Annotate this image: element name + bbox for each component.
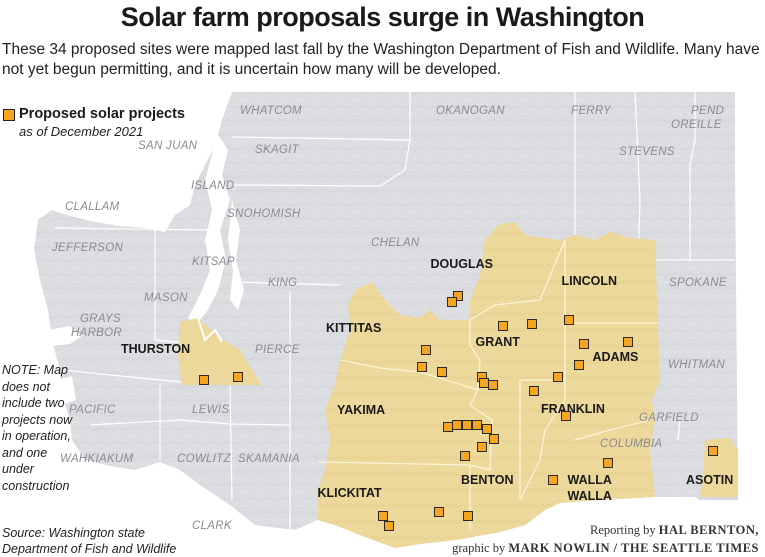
solar-site-marker-icon [472, 420, 482, 430]
legend-title: Proposed solar projects [19, 106, 185, 122]
county-label: SKAMANIA [238, 453, 300, 465]
county-label-highlighted: KITTITAS [326, 321, 382, 335]
solar-site-marker-icon [378, 511, 388, 521]
county-label: PACIFIC [69, 404, 116, 416]
solar-site-marker-icon [463, 511, 473, 521]
solar-site-marker-icon [564, 315, 574, 325]
county-label: ISLAND [191, 180, 235, 192]
county-label: SAN JUAN [138, 140, 198, 152]
highlighted-region-thurston [178, 317, 262, 385]
county-label: SPOKANE [669, 277, 727, 289]
source-credit: Source: Washington state Department of F… [2, 526, 176, 557]
county-label: CLALLAM [65, 201, 120, 213]
county-label-highlighted: DOUGLAS [430, 257, 494, 271]
county-label: SKAGIT [255, 144, 299, 156]
county-label: WAHKIAKUM [60, 453, 134, 465]
reporting-prefix: Reporting by [590, 523, 656, 537]
county-label: KING [268, 277, 298, 289]
solar-site-marker-icon [574, 360, 584, 370]
solar-site-marker-icon [434, 507, 444, 517]
county-label: COLUMBIA [600, 438, 663, 450]
solar-site-marker-icon [498, 321, 508, 331]
county-label-highlighted: KLICKITAT [317, 486, 382, 500]
county-label: KITSAP [192, 256, 235, 268]
county-label-highlighted: BENTON [461, 473, 514, 487]
reporter-name: HAL BERNTON, [658, 523, 759, 537]
county-label: PIERCE [255, 344, 300, 356]
highlighted-region-asotin [700, 438, 738, 497]
county-label: WHATCOM [240, 105, 302, 117]
graphic-artist: MARK NOWLIN / THE SEATTLE TIMES [508, 541, 759, 555]
county-label: HARBOR [71, 327, 123, 339]
county-label: GRAYS [80, 313, 121, 325]
solar-site-marker-icon [603, 458, 613, 468]
county-label: STEVENS [619, 146, 675, 158]
solar-site-marker-icon [421, 345, 431, 355]
county-label-highlighted: LINCOLN [561, 274, 618, 288]
county-label: WHITMAN [668, 359, 726, 371]
solar-site-marker-icon [384, 521, 394, 531]
solar-site-marker-icon [453, 291, 463, 301]
solar-site-marker-icon [579, 339, 589, 349]
solar-site-marker-icon [527, 319, 537, 329]
solar-site-marker-icon [708, 446, 718, 456]
solar-site-marker-icon [460, 451, 470, 461]
solar-site-marker-icon [452, 420, 462, 430]
county-label: SNOHOMISH [227, 208, 301, 220]
solar-site-marker-icon [417, 362, 427, 372]
solar-site-marker-icon [623, 337, 633, 347]
solar-site-marker-icon [488, 380, 498, 390]
county-label-highlighted: WALLA [567, 489, 612, 503]
solar-site-marker-icon [233, 372, 243, 382]
county-label-highlighted: YAKIMA [337, 403, 386, 417]
county-label: OKANOGAN [436, 105, 505, 117]
solar-site-marker-icon [489, 434, 499, 444]
county-label: CLARK [192, 520, 232, 532]
map-title: Solar farm proposals surge in Washington [120, 2, 645, 32]
graphic-prefix: graphic by [452, 541, 506, 555]
solar-site-marker-icon [462, 420, 472, 430]
county-label-highlighted: ASOTIN [686, 473, 734, 487]
county-label: CHELAN [371, 237, 420, 249]
solar-site-marker-icon [548, 475, 558, 485]
solar-site-marker-icon [477, 442, 487, 452]
solar-site-marker-icon [561, 411, 571, 421]
county-label-highlighted: ADAMS [592, 350, 639, 364]
county-label-highlighted: WALLA [567, 473, 612, 487]
legend-subtitle: as of December 2021 [19, 124, 144, 139]
county-label: MASON [144, 292, 188, 304]
county-label-highlighted: THURSTON [121, 342, 191, 356]
solar-site-marker-icon [437, 367, 447, 377]
county-label: COWLITZ [177, 453, 231, 465]
county-label-highlighted: GRANT [475, 335, 520, 349]
solar-site-marker-icon [3, 109, 15, 121]
county-label: GARFIELD [639, 412, 699, 424]
county-label-highlighted: FRANKLIN [541, 402, 605, 416]
solar-site-marker-icon [553, 372, 563, 382]
county-label: FERRY [571, 105, 612, 117]
map-subtitle: These 34 proposed sites were mapped last… [2, 41, 760, 78]
solar-site-marker-icon [482, 424, 492, 434]
source-line-2: Department of Fish and Wildlife [2, 541, 177, 556]
byline: Reporting by HAL BERNTON, graphic by MAR… [452, 521, 759, 557]
solar-site-marker-icon [199, 375, 209, 385]
county-label: PEND [691, 105, 725, 117]
solar-site-marker-icon [447, 297, 457, 307]
map-note: NOTE: Map does not include two projects … [2, 363, 73, 493]
county-label: OREILLE [671, 119, 722, 131]
source-line-1: Source: Washington state [2, 526, 145, 540]
county-label: JEFFERSON [52, 242, 124, 254]
solar-site-marker-icon [529, 386, 539, 396]
county-label: LEWIS [192, 404, 230, 416]
